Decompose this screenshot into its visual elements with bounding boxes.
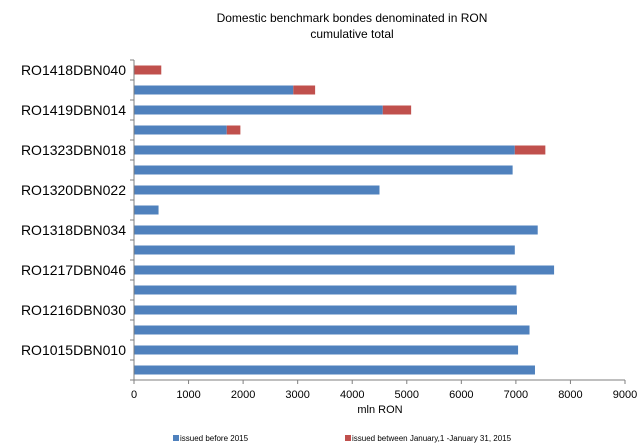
x-tick-label: 4000 (340, 389, 364, 401)
bar-segment-january-2015 (293, 85, 316, 95)
x-tick-label: 3000 (285, 389, 309, 401)
bar-segment-before-2015 (134, 325, 530, 335)
legend: issued before 2015 issued between January… (173, 434, 512, 443)
bar-segment-before-2015 (134, 365, 535, 375)
category-label: RO1418DBN040 (21, 62, 126, 78)
bar-segment-before-2015 (134, 125, 227, 135)
bar-segment-before-2015 (134, 85, 294, 95)
x-tick-label: 9000 (613, 389, 637, 401)
x-tick-label: 5000 (395, 389, 419, 401)
bar-segment-before-2015 (134, 165, 513, 175)
category-label: RO1419DBN014 (21, 102, 126, 118)
legend-label: issued before 2015 (180, 434, 249, 443)
x-axis-title: mln RON (357, 404, 402, 416)
category-label: RO1320DBN022 (21, 182, 126, 198)
x-tick-label: 8000 (558, 389, 582, 401)
chart-title-line: Domestic benchmark bondes denominated in… (217, 11, 488, 25)
x-axis: 0 1000 2000 3000 4000 5000 6000 7000 8000 9000 (130, 59, 637, 401)
x-tick-label: 1000 (176, 389, 200, 401)
category-label: RO1318DBN034 (21, 222, 126, 238)
bar-segment-january-2015 (382, 105, 412, 115)
bar-segment-before-2015 (134, 145, 515, 155)
bar-segment-before-2015 (134, 265, 555, 275)
category-label: RO1216DBN030 (21, 302, 126, 318)
bar-segment-before-2015 (134, 225, 538, 235)
legend-swatch (345, 435, 351, 441)
bar-segment-january-2015 (226, 125, 241, 135)
category-label: RO1323DBN018 (21, 142, 126, 158)
bar-segment-before-2015 (134, 285, 517, 295)
x-tick-label: 0 (131, 389, 137, 401)
legend-label: issued between January,1 -January 31, 20… (352, 434, 512, 443)
y-axis-labels: RO1418DBN040 RO1419DBN014 RO1323DBN018 RO13… (21, 62, 126, 358)
plot-area (134, 65, 555, 375)
bar-segment-january-2015 (514, 145, 546, 155)
legend-swatch (173, 435, 179, 441)
category-label: RO1217DBN046 (21, 262, 126, 278)
bar-segment-before-2015 (134, 305, 517, 315)
chart-title: Domestic benchmark bondes denominated in… (217, 11, 488, 41)
bar-segment-before-2015 (134, 185, 380, 195)
bar-segment-before-2015 (134, 105, 383, 115)
x-tick-label: 6000 (449, 389, 473, 401)
bar-segment-january-2015 (134, 65, 162, 75)
bar-segment-before-2015 (134, 345, 519, 355)
bar-segment-before-2015 (134, 205, 159, 215)
x-tick-label: 7000 (504, 389, 528, 401)
bar-segment-before-2015 (134, 245, 515, 255)
category-label: RO1015DBN010 (21, 342, 126, 358)
chart-subtitle-line: cumulative total (310, 27, 393, 41)
x-tick-label: 2000 (231, 389, 255, 401)
